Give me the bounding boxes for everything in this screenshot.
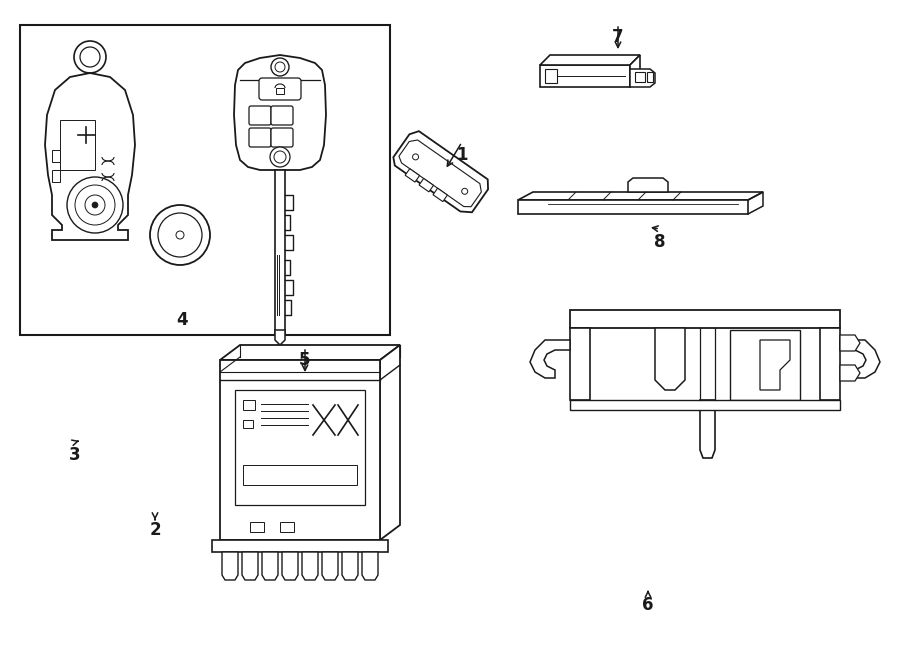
Polygon shape (630, 55, 640, 87)
Text: 4: 4 (176, 311, 188, 329)
Bar (52, 170, 60, 182)
Polygon shape (322, 552, 338, 580)
Bar (730, 330, 800, 400)
Circle shape (462, 188, 468, 194)
Bar (243, 400, 255, 410)
Circle shape (176, 231, 184, 239)
Bar (545, 69, 557, 83)
Polygon shape (840, 335, 860, 351)
Polygon shape (262, 552, 278, 580)
Polygon shape (393, 131, 488, 212)
Bar (235, 390, 365, 505)
Polygon shape (212, 540, 388, 552)
Text: 1: 1 (456, 146, 468, 164)
Circle shape (150, 205, 210, 265)
Polygon shape (518, 192, 763, 200)
Bar (276, 88, 284, 94)
Circle shape (67, 177, 123, 233)
Bar (280, 522, 294, 532)
Bar (20, 25, 390, 335)
Bar (250, 522, 264, 532)
Polygon shape (570, 328, 590, 400)
Polygon shape (570, 400, 840, 410)
Polygon shape (760, 340, 790, 390)
Circle shape (270, 147, 290, 167)
Text: 5: 5 (299, 351, 310, 369)
FancyBboxPatch shape (249, 128, 271, 147)
Polygon shape (628, 178, 668, 192)
Polygon shape (840, 365, 860, 381)
Polygon shape (380, 345, 400, 540)
Polygon shape (45, 73, 135, 240)
Bar (60, 120, 95, 170)
Bar (52, 150, 60, 162)
Polygon shape (433, 188, 447, 202)
Circle shape (274, 151, 286, 163)
Polygon shape (530, 340, 570, 378)
Polygon shape (362, 552, 378, 580)
Polygon shape (342, 552, 358, 580)
Circle shape (412, 154, 418, 160)
Polygon shape (655, 328, 685, 390)
Polygon shape (275, 170, 285, 340)
FancyBboxPatch shape (249, 106, 271, 125)
FancyBboxPatch shape (271, 128, 293, 147)
Text: 6: 6 (643, 596, 653, 614)
Polygon shape (242, 552, 258, 580)
FancyBboxPatch shape (271, 106, 293, 125)
Circle shape (271, 58, 289, 76)
Polygon shape (399, 140, 482, 207)
Polygon shape (220, 360, 380, 540)
Polygon shape (700, 400, 715, 458)
Polygon shape (222, 552, 238, 580)
Polygon shape (540, 55, 640, 65)
Bar (243, 465, 357, 485)
Polygon shape (419, 178, 434, 192)
Polygon shape (282, 552, 298, 580)
Polygon shape (840, 340, 880, 378)
Text: 7: 7 (612, 28, 624, 46)
Circle shape (158, 213, 202, 257)
Polygon shape (405, 169, 419, 182)
Polygon shape (630, 69, 655, 87)
Text: 3: 3 (69, 446, 81, 464)
Bar (647, 72, 653, 82)
Circle shape (75, 185, 115, 225)
Polygon shape (820, 328, 840, 400)
Polygon shape (302, 552, 318, 580)
Bar (635, 72, 645, 82)
Polygon shape (275, 330, 285, 345)
Polygon shape (234, 55, 326, 170)
Polygon shape (518, 200, 748, 214)
Polygon shape (220, 345, 400, 360)
Polygon shape (540, 65, 630, 87)
FancyBboxPatch shape (259, 78, 301, 100)
Polygon shape (570, 310, 840, 328)
Circle shape (92, 202, 98, 208)
Text: 8: 8 (654, 233, 666, 251)
Text: 2: 2 (149, 521, 161, 539)
Circle shape (275, 62, 285, 72)
Circle shape (85, 195, 105, 215)
Bar (243, 420, 253, 428)
